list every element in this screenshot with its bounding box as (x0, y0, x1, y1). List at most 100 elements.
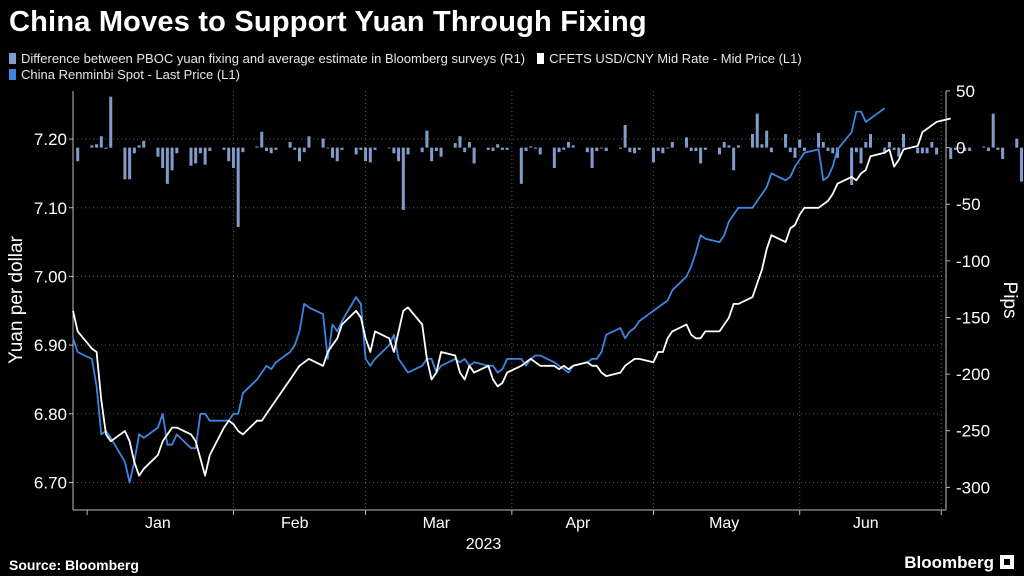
bar-fixing-difference (335, 147, 339, 162)
bar-fixing-difference (208, 147, 212, 152)
bar-fixing-difference (467, 141, 471, 148)
bar-fixing-difference (354, 147, 358, 155)
chart-title: China Moves to Support Yuan Through Fixi… (9, 6, 647, 38)
bar-fixing-difference (533, 147, 537, 149)
bar-fixing-difference (368, 147, 372, 163)
bar-fixing-difference (302, 147, 306, 153)
bar-fixing-difference (519, 147, 523, 184)
bar-fixing-difference (222, 147, 226, 150)
bar-fixing-difference (831, 147, 835, 154)
bar-fixing-difference (269, 147, 273, 154)
bar-fixing-difference (491, 147, 495, 152)
bar-fixing-difference (524, 147, 528, 152)
x-tick-label: Feb (281, 515, 309, 532)
bar-fixing-difference (340, 147, 344, 150)
bar-fixing-difference (982, 146, 986, 148)
bar-fixing-difference (293, 147, 297, 150)
bar-fixing-difference (156, 147, 160, 157)
y-axis-label-right: Pips (999, 282, 1020, 319)
bar-fixing-difference (486, 147, 490, 150)
bar-fixing-difference (953, 147, 957, 150)
bar-fixing-difference (255, 146, 259, 148)
bar-fixing-difference (557, 147, 561, 153)
bar-fixing-difference (227, 147, 231, 162)
legend-swatch-renminbi-spot (9, 69, 16, 80)
x-tick-label: May (709, 515, 739, 532)
bar-fixing-difference (916, 147, 920, 154)
bar-fixing-difference (925, 147, 929, 154)
bar-fixing-difference (618, 147, 622, 149)
bar-fixing-difference (123, 147, 127, 180)
bar-fixing-difference (364, 147, 368, 162)
bar-fixing-difference (194, 147, 198, 164)
bar-fixing-difference (434, 147, 438, 152)
bar-fixing-difference (868, 134, 872, 148)
bar-fixing-difference (203, 147, 207, 165)
right-tick-label: 0 (956, 139, 965, 158)
bar-fixing-difference (935, 147, 939, 155)
bar-fixing-difference (727, 145, 731, 148)
x-tick-label: Apr (565, 515, 591, 532)
bar-fixing-difference (736, 145, 740, 148)
legend: Difference between PBOC yuan fixing and … (9, 51, 814, 66)
bar-fixing-difference (571, 145, 575, 148)
bar-fixing-difference (590, 147, 594, 169)
bar-fixing-difference (397, 147, 401, 162)
bar-fixing-difference (595, 147, 599, 152)
bar-fixing-difference (717, 147, 721, 155)
bar-fixing-difference (637, 147, 641, 150)
bar-fixing-difference (817, 132, 821, 148)
bar-fixing-difference (684, 137, 688, 148)
bar-fixing-difference (198, 147, 202, 154)
bar-fixing-difference (651, 147, 655, 163)
bar-fixing-difference (562, 147, 566, 150)
bar-fixing-difference (260, 131, 264, 148)
bar-fixing-difference (661, 147, 665, 154)
bloomberg-logo-icon (1000, 555, 1014, 569)
bar-fixing-difference (137, 145, 141, 148)
x-axis-label: 2023 (466, 536, 502, 553)
bar-fixing-difference (798, 139, 802, 148)
bar-fixing-difference (453, 143, 457, 148)
bar-fixing-difference (387, 147, 391, 149)
bar-fixing-difference (373, 147, 377, 150)
bar-fixing-difference (241, 147, 245, 153)
bar-fixing-difference (132, 147, 136, 154)
bar-fixing-difference (765, 130, 769, 148)
bar-fixing-difference (689, 147, 693, 152)
bar-fixing-difference (902, 134, 906, 148)
right-tick-label: -50 (956, 195, 981, 214)
bar-fixing-difference (90, 145, 94, 148)
bar-fixing-difference (359, 147, 363, 150)
bar-fixing-difference (99, 136, 103, 148)
bar-fixing-difference (505, 147, 509, 150)
bar-fixing-difference (633, 147, 637, 154)
bar-fixing-difference (694, 147, 698, 152)
bar-fixing-difference (406, 147, 410, 155)
bar-fixing-difference (321, 138, 325, 148)
y-axis-label-left: Yuan per dollar (6, 235, 27, 363)
bar-fixing-difference (529, 146, 533, 148)
bar-fixing-difference (76, 147, 80, 162)
bar-fixing-difference (760, 144, 764, 148)
bar-fixing-difference (930, 141, 934, 148)
legend-item-cfets-mid-rate: CFETS USD/CNY Mid Rate - Mid Price (L1) (537, 51, 802, 66)
bar-fixing-difference (1001, 147, 1005, 159)
legend-label-renminbi-spot: China Renminbi Spot - Last Price (L1) (21, 67, 240, 82)
left-tick-label: 6.90 (34, 336, 67, 355)
legend-swatch-cfets-mid-rate (537, 53, 545, 64)
right-tick-label: -200 (956, 365, 990, 384)
bar-fixing-difference (552, 147, 556, 169)
bar-fixing-difference (850, 147, 854, 185)
bar-fixing-difference (128, 147, 132, 180)
bar-fixing-difference (769, 147, 773, 153)
bar-fixing-difference (986, 147, 990, 152)
bar-fixing-difference (991, 113, 995, 148)
bar-fixing-difference (628, 147, 632, 153)
legend-item-fixing-difference: Difference between PBOC yuan fixing and … (9, 51, 525, 66)
right-tick-label: -100 (956, 252, 990, 271)
bar-fixing-difference (958, 147, 962, 149)
bar-fixing-difference (892, 147, 896, 150)
bar-fixing-difference (331, 147, 335, 158)
